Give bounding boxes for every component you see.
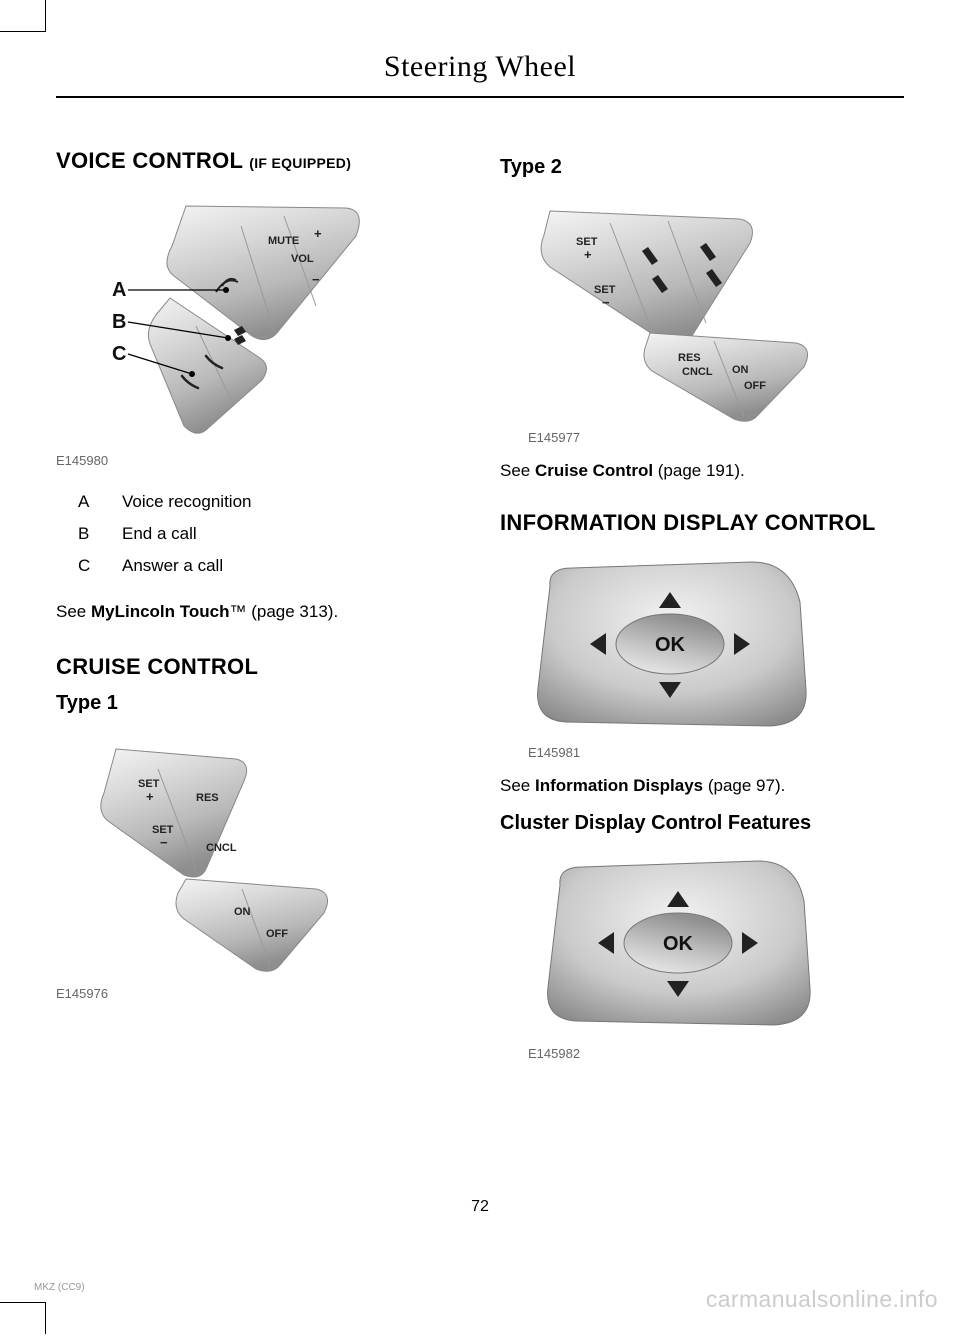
cruise-control-heading: CRUISE CONTROL [56,654,460,680]
ok-label-1: OK [655,634,686,656]
t2-on: ON [732,364,749,376]
legend-key: C [78,556,96,576]
t1-minus: − [160,835,168,850]
vol-label: VOL [291,253,314,265]
watermark: carmanualsonline.info [706,1286,938,1313]
ref-bold: Information Displays [535,776,703,795]
figure-id-e145976: E145976 [56,986,460,1001]
voice-control-heading: VOICE CONTROL (IF EQUIPPED) [56,148,460,174]
voice-legend: A Voice recognition B End a call C Answe… [78,486,460,582]
crop-mark-bl [0,1302,46,1334]
legend-row: A Voice recognition [78,486,460,518]
figure-id-e145980: E145980 [56,453,460,468]
ref-tm: ™ [230,602,247,621]
type2-heading: Type 2 [500,156,904,179]
t2-res: RES [678,352,701,364]
info-ref: See Information Displays (page 97). [500,774,904,798]
t2-off: OFF [744,380,766,392]
callout-c: C [112,343,126,365]
page-title: Steering Wheel [56,50,904,84]
info-display-heading: INFORMATION DISPLAY CONTROL [500,509,904,537]
figure-info-display-1: OK E145981 [500,548,904,760]
cruise-ref: See Cruise Control (page 191). [500,459,904,483]
figure-cruise-type1: SET + SET − RES CNCL ON OFF E145976 [56,729,460,1001]
legend-text: End a call [122,524,197,544]
ref-prefix: See [56,602,91,621]
legend-key: A [78,492,96,512]
t2-minus: − [602,295,610,310]
page-content: Steering Wheel [0,0,960,1067]
callout-b: B [112,311,126,333]
page-number: 72 [0,1198,960,1216]
t1-plus: + [146,789,154,804]
figure-info-display-2: OK E145982 [500,849,904,1061]
ref-prefix: See [500,461,535,480]
figure-id-e145977: E145977 [528,430,904,445]
mute-label: MUTE [268,235,299,247]
figure-id-e145982: E145982 [528,1046,904,1061]
t2-cncl: CNCL [682,366,713,378]
vol-plus-label: + [314,226,322,241]
ref-bold: Cruise Control [535,461,653,480]
legend-text: Answer a call [122,556,223,576]
t2-plus: + [584,247,592,262]
ref-suffix: (page 313). [247,602,339,621]
callout-a: A [112,279,126,301]
ref-prefix: See [500,776,535,795]
legend-row: B End a call [78,518,460,550]
figure-id-e145981: E145981 [528,745,904,760]
legend-text: Voice recognition [122,492,251,512]
voice-control-sub: (IF EQUIPPED) [249,155,351,171]
legend-row: C Answer a call [78,550,460,582]
header-rule [56,96,904,98]
crop-mark-tl [0,0,46,32]
ref-bold: MyLincoln Touch [91,602,230,621]
type1-heading: Type 1 [56,692,460,715]
t1-off: OFF [266,928,288,940]
ok-label-2: OK [663,933,694,955]
t1-on: ON [234,906,251,918]
t1-res: RES [196,792,219,804]
figure-cruise-type2: SET + SET − RES CNCL ON OFF [500,193,904,445]
left-column: VOICE CONTROL (IF EQUIPPED) MUTE + VOL − [56,148,460,1067]
footer-left: MKZ (CC9) [34,1282,85,1293]
ref-suffix: (page 191). [653,461,745,480]
t1-cncl: CNCL [206,842,237,854]
legend-key: B [78,524,96,544]
voice-control-heading-text: VOICE CONTROL [56,148,243,173]
ref-suffix: (page 97). [703,776,785,795]
cluster-heading: Cluster Display Control Features [500,812,904,835]
voice-ref: See MyLincoln Touch™ (page 313). [56,600,460,624]
right-column: Type 2 SET + SET − [500,148,904,1067]
vol-minus-label: − [312,272,320,287]
figure-voice-control: MUTE + VOL − [56,186,460,468]
